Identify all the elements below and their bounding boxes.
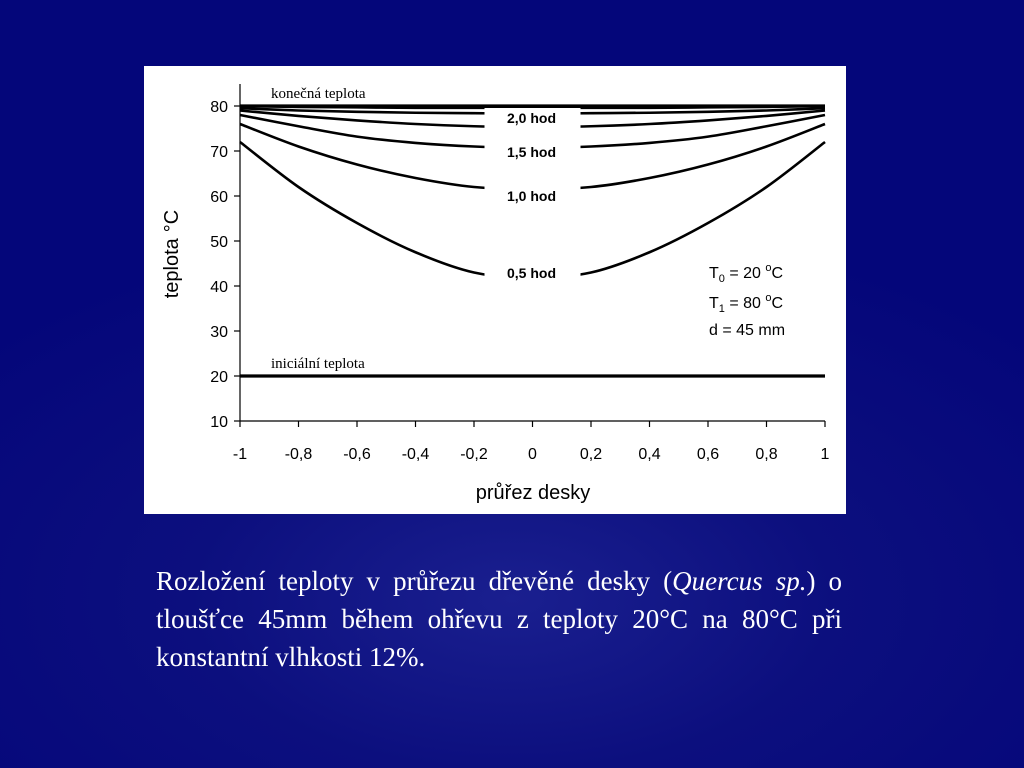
y-axis-title: teplota °C [161,210,183,299]
y-tick-label-40: 40 [210,279,228,296]
chart-panel: 0,5 hod 1,0 hod 1,5 hod 2,0 hod 10 20 30 40 50 6… [144,66,846,514]
final-temperature-annotation: konečná teplota [271,86,366,102]
x-tick-label-0,2: 0,2 [580,446,602,463]
param-thickness: d = 45 mm [709,322,785,339]
curve-label-box-2 [484,186,581,208]
ticks-layer: 10 20 30 40 50 60 70 80 -1 -0,8 -0,6 -0,4 -0,2 0 0,2 0,… [210,99,829,463]
y-tick-label-10: 10 [210,414,228,431]
y-tick-label-30: 30 [210,324,228,341]
x-tick-label-0,6: 0,6 [697,446,719,463]
curve-label-layer: 0,5 hod 1,0 hod 1,5 hod 2,0 hod [484,108,581,285]
y-tick-label-60: 60 [210,189,228,206]
y-tick-label-50: 50 [210,234,228,251]
y-axis-title-unit: °C [161,210,183,232]
x-tick-label--1: -1 [233,446,247,463]
initial-temperature-annotation: iniciální teplota [271,356,365,372]
x-axis-title: průřez desky [476,482,591,504]
y-tick-label-20: 20 [210,369,228,386]
curve-label-box-1 [484,263,581,285]
caption-species: Quercus sp. [672,566,807,596]
param-t0: T0 = 20 oC [709,262,783,285]
curve-label-box-3 [484,142,581,164]
y-tick-label-80: 80 [210,99,228,116]
x-tick-label-0,8: 0,8 [755,446,777,463]
slide-caption: Rozložení teploty v průřezu dřevěné desk… [156,562,842,676]
x-tick-label--0,8: -0,8 [285,446,313,463]
curve-label-3: 1,5 hod [507,144,556,160]
curve-label-1: 0,5 hod [507,265,556,281]
caption-part-1: Rozložení teploty v průřezu dřevěné desk… [156,566,673,596]
x-tick-label--0,4: -0,4 [402,446,430,463]
curve-label-box-4 [484,108,581,130]
y-axis-title-text: teplota [161,237,183,298]
param-t1: T1 = 80 oC [709,292,783,315]
curve-label-2: 1,0 hod [507,188,556,204]
caption-part-2: ) o tloušťce 45mm během ohřevu z teploty… [156,566,842,672]
x-tick-label-0: 0 [528,446,537,463]
parameters-block: T0 = 20 oC T1 = 80 oC d = 45 mm [709,262,785,339]
x-tick-label--0,6: -0,6 [343,446,371,463]
x-tick-label--0,2: -0,2 [460,446,488,463]
curve-label-4: 2,0 hod [507,110,556,126]
x-tick-label-1: 1 [821,446,830,463]
x-tick-label-0,4: 0,4 [638,446,660,463]
y-tick-label-70: 70 [210,144,228,161]
